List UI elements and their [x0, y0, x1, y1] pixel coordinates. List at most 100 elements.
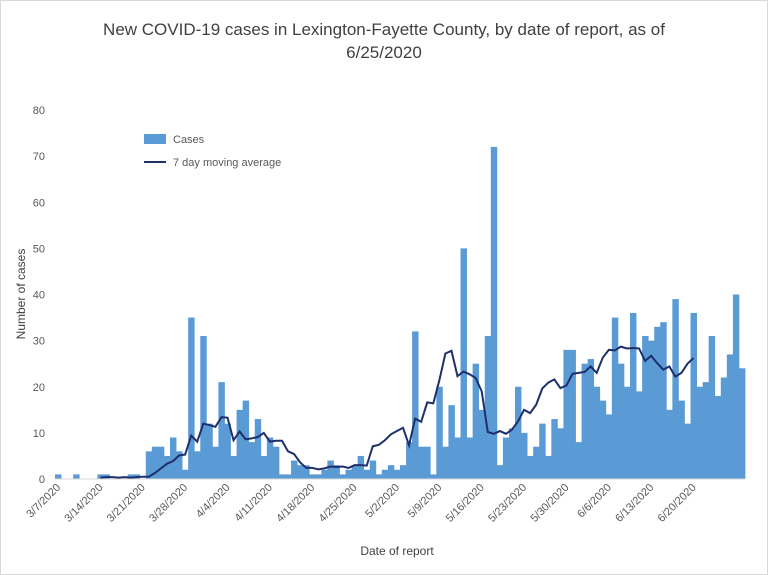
- bar: [732, 294, 740, 479]
- bar: [266, 437, 274, 479]
- bar: [575, 442, 582, 479]
- bar: [206, 423, 213, 479]
- bar: [285, 474, 292, 479]
- y-tick-label: 10: [33, 428, 45, 440]
- y-tick-label: 20: [33, 382, 45, 394]
- bar: [145, 451, 153, 479]
- bar: [648, 340, 655, 480]
- bar: [363, 469, 371, 479]
- bar: [587, 359, 595, 479]
- legend: Cases 7 day moving average: [144, 134, 281, 169]
- y-tick-label: 50: [33, 243, 45, 255]
- bar: [157, 446, 165, 479]
- bar: [642, 336, 649, 479]
- bar: [551, 419, 558, 479]
- bar: [442, 446, 449, 479]
- x-tick-label: 3/28/2020: [147, 482, 190, 525]
- y-tick-label: 40: [33, 290, 45, 302]
- bar: [345, 469, 352, 479]
- bar: [539, 423, 546, 479]
- bar: [599, 400, 607, 479]
- legend-label-average: 7 day moving average: [173, 157, 281, 169]
- bar: [254, 419, 262, 479]
- bar: [630, 312, 637, 479]
- x-tick-label: 3/21/2020: [105, 482, 148, 525]
- bar: [357, 455, 365, 479]
- bar: [569, 349, 576, 479]
- y-axis-ticks: 0 10 20 30 40 50 60 70 80: [33, 105, 45, 486]
- bar: [738, 368, 746, 479]
- bar: [593, 386, 601, 479]
- bar: [617, 363, 625, 479]
- bar: [170, 437, 177, 479]
- bar: [260, 455, 268, 479]
- bar: [327, 460, 334, 479]
- bar: [424, 446, 431, 479]
- x-tick-label: 5/9/2020: [406, 482, 445, 521]
- bar: [369, 460, 377, 479]
- bar: [248, 442, 256, 479]
- x-tick-label: 4/11/2020: [232, 482, 275, 525]
- bar: [563, 349, 570, 479]
- x-axis-title: Date of report: [360, 544, 434, 558]
- x-tick-label: 3/7/2020: [24, 482, 63, 521]
- y-tick-label: 70: [33, 151, 45, 163]
- bar: [666, 409, 673, 479]
- bar: [339, 474, 346, 479]
- bar: [454, 437, 461, 479]
- bar-series: [55, 146, 746, 480]
- bar: [678, 400, 685, 479]
- bar: [351, 465, 359, 479]
- bar: [387, 465, 395, 479]
- bar: [400, 465, 407, 479]
- legend-swatch-cases: [144, 134, 166, 144]
- bar: [272, 446, 280, 479]
- bar: [502, 437, 510, 479]
- bar: [708, 336, 716, 479]
- bar: [375, 474, 383, 479]
- bar: [636, 391, 643, 479]
- bar: [684, 423, 691, 479]
- bar: [496, 465, 504, 479]
- bar: [478, 409, 486, 479]
- bar: [230, 455, 237, 479]
- chart-title: New COVID-19 cases in Lexington-Fayette …: [103, 20, 665, 62]
- bar: [291, 460, 298, 479]
- bar: [218, 382, 225, 479]
- x-tick-label: 5/16/2020: [444, 482, 487, 525]
- bar: [660, 322, 667, 479]
- bar: [393, 469, 401, 479]
- bar: [714, 395, 722, 479]
- x-tick-label: 5/30/2020: [528, 482, 571, 525]
- bar: [406, 442, 413, 479]
- y-tick-label: 30: [33, 336, 45, 348]
- bar: [55, 474, 62, 479]
- x-tick-label: 6/20/2020: [656, 482, 699, 525]
- bar: [73, 474, 80, 479]
- bar: [690, 312, 697, 479]
- bar: [490, 146, 498, 479]
- bar: [412, 331, 419, 479]
- y-tick-label: 80: [33, 105, 45, 117]
- bar: [163, 455, 171, 479]
- x-tick-label: 6/6/2020: [575, 482, 614, 521]
- bar: [321, 469, 328, 479]
- bar: [466, 437, 474, 479]
- bar: [430, 474, 437, 479]
- bar: [194, 451, 201, 479]
- bar: [236, 409, 244, 479]
- bar: [484, 336, 492, 479]
- bar: [672, 299, 679, 479]
- bar: [611, 317, 619, 479]
- bar: [654, 326, 661, 479]
- bar: [200, 336, 207, 479]
- bar: [182, 469, 189, 479]
- bar: [448, 405, 455, 479]
- bar: [303, 465, 310, 479]
- bar: [333, 465, 340, 479]
- x-axis-ticks: 3/7/2020 3/14/2020 3/21/2020 3/28/2020 4/4/2…: [24, 482, 698, 525]
- bar: [557, 428, 564, 479]
- bar: [702, 382, 710, 479]
- y-tick-label: 0: [39, 474, 45, 486]
